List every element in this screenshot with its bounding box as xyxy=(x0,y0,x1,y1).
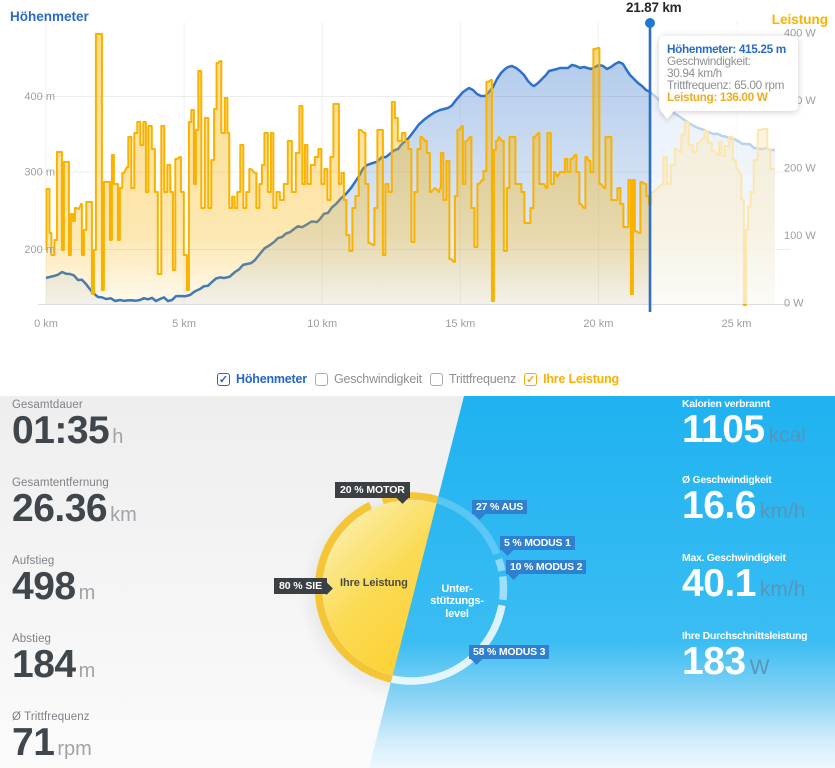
svg-text:300 m: 300 m xyxy=(24,167,55,179)
svg-text:0 W: 0 W xyxy=(784,298,804,310)
svg-text:20 km: 20 km xyxy=(583,318,613,330)
svg-text:200 W: 200 W xyxy=(784,163,816,175)
svg-text:400 m: 400 m xyxy=(24,91,55,103)
svg-text:5 km: 5 km xyxy=(172,318,196,330)
svg-text:10 km: 10 km xyxy=(307,318,337,330)
svg-text:200 m: 200 m xyxy=(24,244,55,256)
svg-text:25 km: 25 km xyxy=(722,318,752,330)
svg-text:100 W: 100 W xyxy=(784,230,816,242)
svg-text:15 km: 15 km xyxy=(445,318,475,330)
svg-text:0 km: 0 km xyxy=(34,318,58,330)
